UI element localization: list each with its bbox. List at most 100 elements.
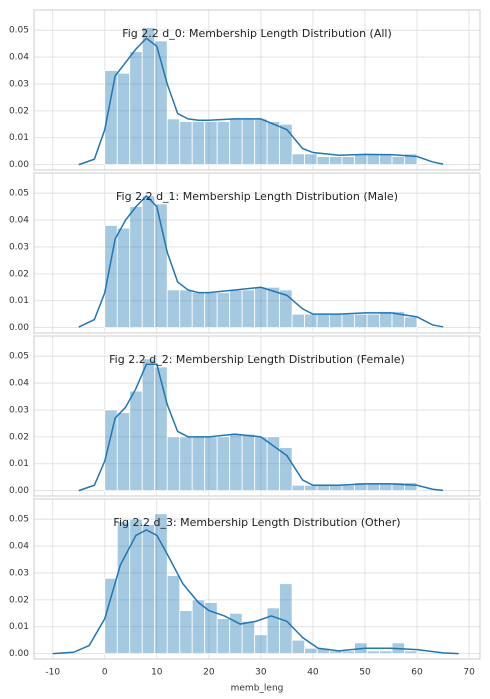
bar xyxy=(366,153,380,166)
bar xyxy=(216,436,231,492)
bar xyxy=(366,650,380,655)
bar xyxy=(179,289,193,329)
bar xyxy=(266,121,281,166)
bar xyxy=(279,583,293,655)
bar xyxy=(191,121,206,166)
bar xyxy=(291,639,306,655)
bar xyxy=(404,316,418,329)
bar xyxy=(141,358,156,492)
y-tick-label: 0.01 xyxy=(9,133,29,143)
bar xyxy=(129,206,143,329)
bar xyxy=(229,289,243,329)
bar xyxy=(166,575,181,655)
bar xyxy=(141,524,156,655)
bar xyxy=(204,292,218,329)
y-tick-label: 0.00 xyxy=(9,486,29,496)
bar xyxy=(216,121,231,166)
bar xyxy=(329,484,343,492)
x-tick-label: -10 xyxy=(45,668,60,678)
bar xyxy=(279,123,293,166)
bar xyxy=(341,650,355,655)
plot-area xyxy=(34,173,480,333)
y-tick-label: 0.00 xyxy=(9,323,29,333)
bar xyxy=(241,620,256,655)
bar xyxy=(166,118,181,166)
bar xyxy=(179,121,193,166)
x-axis-label: memb_leng xyxy=(231,684,284,694)
x-tick-label: 30 xyxy=(255,668,267,678)
bar xyxy=(191,436,206,492)
bar xyxy=(379,650,393,655)
bar xyxy=(191,599,206,655)
y-tick-label: 0.05 xyxy=(9,189,29,199)
bar xyxy=(216,618,231,655)
kde-line xyxy=(52,529,459,655)
plot-border xyxy=(33,335,481,497)
bar xyxy=(341,484,355,492)
chart-title: Fig 2.2 d_2: Membership Length Distribut… xyxy=(109,353,405,366)
bar xyxy=(341,313,355,329)
bar xyxy=(254,634,268,655)
bar xyxy=(179,436,193,492)
x-tick-label: 0 xyxy=(102,668,108,678)
bar xyxy=(254,286,268,329)
plot-border xyxy=(33,9,481,171)
y-tick-label: 0.03 xyxy=(9,79,29,89)
y-tick-label: 0.02 xyxy=(9,595,29,605)
bar xyxy=(116,72,131,166)
kde-line xyxy=(78,194,444,328)
bar xyxy=(341,156,355,166)
y-tick-label: 0.01 xyxy=(9,459,29,469)
bar xyxy=(304,484,318,492)
kde-line xyxy=(78,363,444,492)
plot-area xyxy=(34,10,480,170)
bar xyxy=(116,227,131,329)
bar xyxy=(116,412,131,492)
bar xyxy=(104,577,118,655)
bar xyxy=(141,27,156,166)
y-tick-label: 0.01 xyxy=(9,622,29,632)
bar xyxy=(266,286,281,329)
bar xyxy=(154,366,168,492)
y-tick-label: 0.00 xyxy=(9,160,29,170)
bar xyxy=(366,313,380,329)
bar xyxy=(379,153,393,166)
chart-title: Fig 2.2 d_1: Membership Length Distribut… xyxy=(116,190,398,203)
y-tick-label: 0.04 xyxy=(9,379,29,389)
bar xyxy=(204,121,218,166)
y-tick-label: 0.00 xyxy=(9,649,29,659)
bar xyxy=(166,289,181,329)
bar xyxy=(304,313,318,329)
bar xyxy=(216,292,231,329)
bar xyxy=(304,153,318,166)
bar xyxy=(329,156,343,166)
bar xyxy=(241,433,256,492)
y-tick-label: 0.05 xyxy=(9,26,29,36)
y-tick-label: 0.04 xyxy=(9,53,29,63)
bar xyxy=(116,521,131,655)
y-tick-label: 0.02 xyxy=(9,106,29,116)
bar xyxy=(279,289,293,329)
bar xyxy=(204,602,218,655)
x-tick-label: 60 xyxy=(411,668,423,678)
bar xyxy=(316,484,330,492)
bar xyxy=(291,313,306,329)
bar xyxy=(154,203,168,329)
x-tick-label: 10 xyxy=(151,668,163,678)
bar xyxy=(204,436,218,492)
bar xyxy=(229,433,243,492)
bar xyxy=(254,436,268,492)
bar xyxy=(166,436,181,492)
plot-area xyxy=(34,499,480,659)
x-tick-label: 70 xyxy=(463,668,475,678)
bar xyxy=(354,313,368,329)
y-tick-label: 0.02 xyxy=(9,432,29,442)
plot-area xyxy=(34,336,480,496)
bar xyxy=(129,518,143,655)
y-tick-label: 0.03 xyxy=(9,405,29,415)
bar xyxy=(391,156,405,166)
bar xyxy=(254,118,268,166)
bar xyxy=(229,118,243,166)
